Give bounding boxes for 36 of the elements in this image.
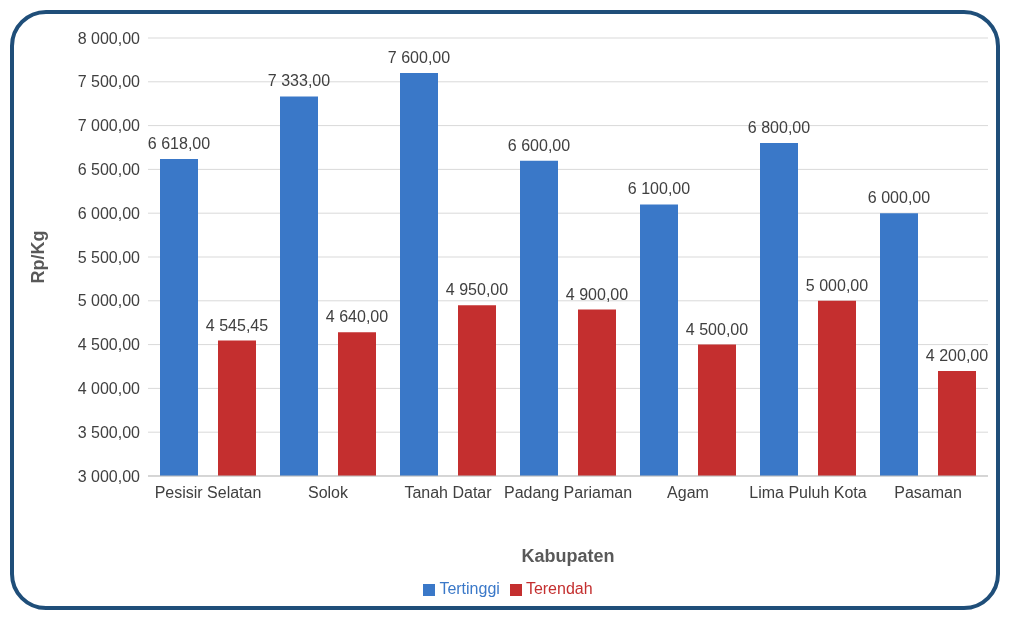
y-tick-label: 8 000,00 xyxy=(77,29,141,47)
y-tick-label: 6 500,00 xyxy=(77,161,141,179)
x-tick-label: Pasaman xyxy=(894,484,962,501)
y-tick-label: 7 500,00 xyxy=(77,73,141,91)
x-tick-label: Agam xyxy=(667,484,709,501)
y-tick-label: 7 000,00 xyxy=(77,117,141,135)
x-axis-title: Kabupaten xyxy=(521,546,615,566)
x-tick-label: Pesisir Selatan xyxy=(154,484,262,501)
x-tick-label: Lima Puluh Kota xyxy=(749,484,867,501)
data-label: 6 800,00 xyxy=(747,119,811,137)
legend-label: Tertinggi xyxy=(439,580,500,597)
data-label: 6 600,00 xyxy=(507,136,571,154)
data-label: 4 200,00 xyxy=(925,346,989,364)
data-label: 4 900,00 xyxy=(565,285,629,303)
data-label: 4 500,00 xyxy=(685,320,749,338)
data-label: 6 000,00 xyxy=(867,189,931,207)
data-label: 4 640,00 xyxy=(325,308,389,326)
data-label: 7 600,00 xyxy=(387,49,451,67)
y-tick-label: 6 000,00 xyxy=(77,204,141,222)
data-label: 4 950,00 xyxy=(445,281,509,299)
data-label: 7 333,00 xyxy=(267,72,331,90)
data-label: 6 618,00 xyxy=(147,135,211,153)
data-label: 4 545,45 xyxy=(205,316,269,334)
y-tick-label: 3 500,00 xyxy=(77,423,141,441)
y-tick-label: 5 000,00 xyxy=(77,292,141,310)
y-tick-label: 5 500,00 xyxy=(77,248,141,266)
x-tick-label: Solok xyxy=(307,484,350,501)
y-tick-label: 4 500,00 xyxy=(77,336,141,354)
data-label: 6 100,00 xyxy=(627,180,691,198)
x-tick-label: Tanah Datar xyxy=(404,484,493,501)
y-axis-title: Rp/Kg xyxy=(28,230,49,284)
x-tick-label: Padang Pariaman xyxy=(503,484,633,501)
legend-label: Terendah xyxy=(525,580,593,597)
y-tick-label: 3 000,00 xyxy=(77,467,141,485)
y-tick-label: 4 000,00 xyxy=(77,380,141,398)
data-label: 5 000,00 xyxy=(805,276,869,294)
